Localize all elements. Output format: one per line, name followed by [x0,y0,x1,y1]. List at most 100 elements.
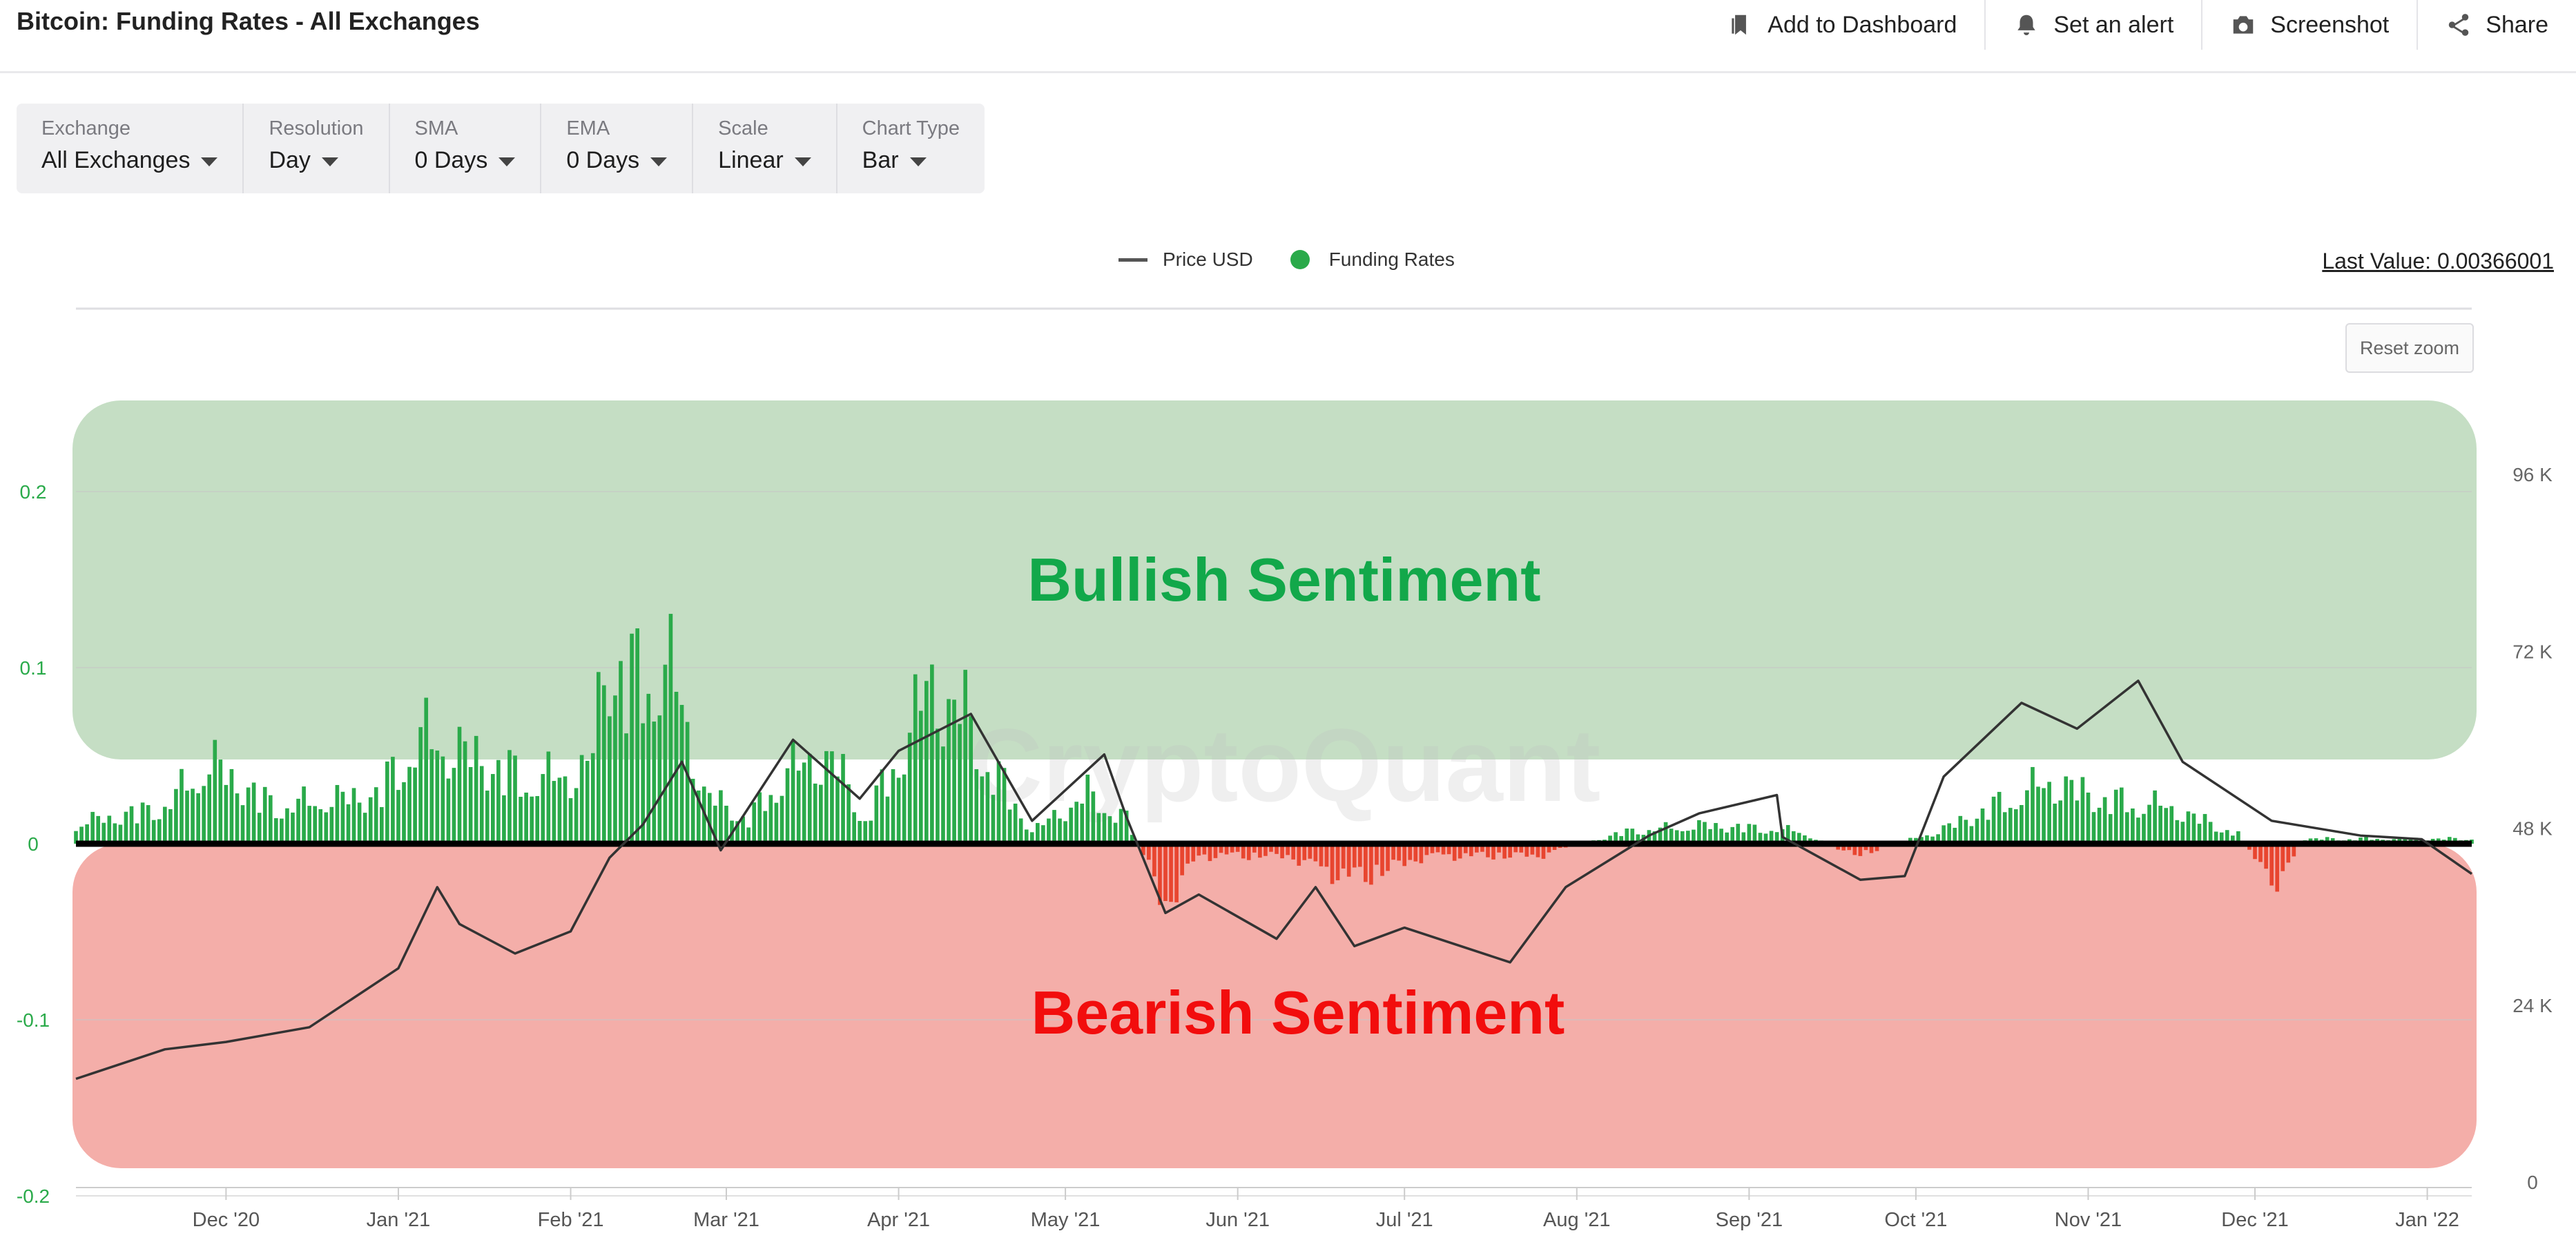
chevron-down-icon [321,157,338,166]
funding-bar [2202,813,2207,844]
funding-bar [830,751,834,844]
funding-bar [913,674,918,844]
funding-bar [1357,844,1362,867]
funding-bar [841,753,845,844]
sma-value: 0 Days [414,147,488,173]
last-value-link[interactable]: Last Value: 0.00366001 [2322,249,2554,273]
funding-bar [757,792,762,844]
funding-bar [79,826,84,844]
funding-bar [457,726,462,844]
funding-bar [1708,829,1712,844]
funding-bar [1069,807,1073,844]
funding-bar [1441,844,1446,855]
funding-bar [1335,844,1340,880]
funding-bar [2025,790,2029,844]
funding-bar [513,755,517,844]
funding-bar [885,796,890,844]
funding-bar [674,691,679,844]
chart-type-value: Bar [862,147,899,173]
funding-bar [1841,844,1846,851]
funding-bar [2447,837,2452,844]
funding-bar [124,811,128,844]
funding-bar [2364,837,2368,844]
share-icon [2449,14,2469,36]
funding-bar [107,815,112,844]
funding-bar [296,798,300,844]
funding-bar [235,793,240,844]
watermark-text: CryptoQuant [968,707,1601,823]
funding-bar [346,804,351,844]
funding-bar [407,766,411,844]
funding-bar [1352,844,1357,868]
funding-bar [2214,831,2218,844]
funding-bar [113,823,117,844]
funding-bar [418,727,423,844]
funding-bar [2136,817,2140,844]
scale-select[interactable]: Scale Linear [692,104,836,193]
screenshot-button[interactable]: Screenshot [2201,0,2417,50]
ema-label: EMA [566,117,610,139]
funding-bar [1975,818,1979,844]
set-alert-button[interactable]: Set an alert [1984,0,2201,50]
funding-bar [446,778,451,844]
funding-bar [224,784,229,844]
funding-bar [1341,844,1346,869]
funding-bar [2153,790,2157,844]
funding-bar [1652,831,1657,844]
top-bar: Bitcoin: Funding Rates - All Exchanges A… [0,0,2576,73]
funding-bar [852,812,856,844]
funding-bar [302,786,306,844]
funding-bar [2031,766,2035,844]
funding-bar [858,821,862,844]
funding-bar [1491,844,1495,860]
funding-bar [1986,820,1991,844]
x-tick-label: Mar '21 [693,1209,759,1231]
funding-bar [1791,831,1796,844]
legend-label-funding: Funding Rates [1328,249,1455,270]
funding-bar [880,769,884,844]
funding-bar [2236,831,2240,844]
funding-bar [713,805,717,844]
funding-bar [396,790,400,844]
funding-bar [991,795,996,844]
funding-bar [351,788,356,844]
funding-bar [2080,777,2085,844]
resolution-select[interactable]: Resolution Day [242,104,388,193]
funding-bar [835,776,840,844]
funding-bar [708,793,712,844]
funding-bar [413,767,417,844]
sma-select[interactable]: SMA 0 Days [388,104,541,193]
funding-bar [435,751,440,844]
funding-bar [963,670,967,844]
funding-bar [652,722,657,844]
ema-select[interactable]: EMA 0 Days [540,104,692,193]
share-button[interactable]: Share [2417,0,2576,50]
exchange-select[interactable]: Exchange All Exchanges [17,104,242,193]
funding-bar [874,785,879,844]
legend-item-funding[interactable]: Funding Rates [1290,249,1455,271]
funding-bar [2219,832,2224,844]
add-to-dashboard-button[interactable]: Add to Dashboard [1700,0,1984,50]
funding-bar [1041,825,1045,844]
funding-bar [1007,809,1012,844]
x-tick-label: Jul '21 [1376,1209,1433,1231]
bookmark-icon [1732,14,1747,35]
funding-bar [902,774,907,844]
chevron-down-icon [909,157,927,166]
funding-bar [1936,834,1940,844]
reset-zoom-button[interactable]: Reset zoom [2345,323,2474,373]
funding-bar [1386,844,1390,871]
chevron-down-icon [201,157,218,166]
funding-bar [2091,812,2096,844]
legend-item-price[interactable]: Price USD [1118,249,1253,271]
funding-bar [1085,774,1090,844]
funding-bar [1074,802,1079,844]
funding-bar [262,786,267,844]
chart-type-select[interactable]: Chart Type Bar [835,104,985,193]
funding-bar [1730,826,1735,844]
screenshot-label: Screenshot [2270,11,2390,38]
funding-bar [2147,804,2151,844]
funding-bar [2058,800,2063,844]
funding-bar [1258,844,1262,858]
